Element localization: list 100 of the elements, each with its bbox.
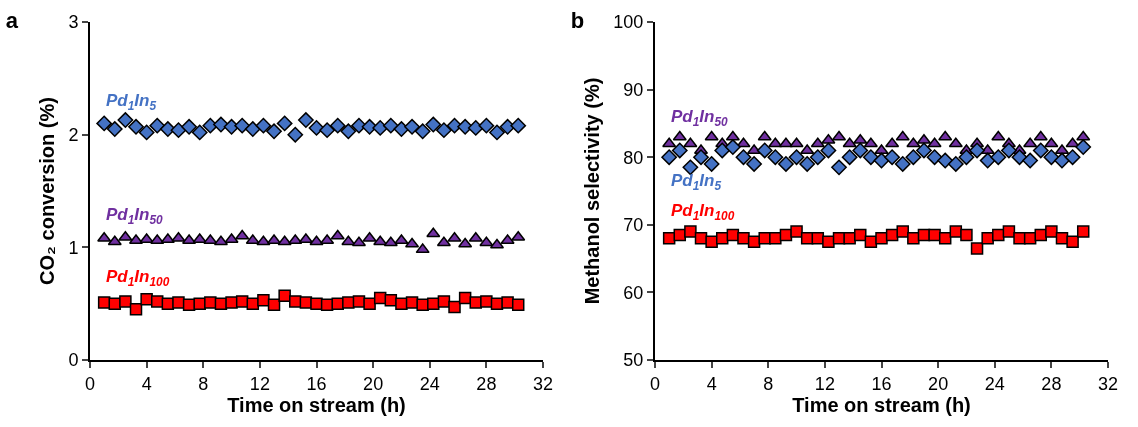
y-tick-label: 3 xyxy=(68,12,79,33)
point xyxy=(916,142,932,159)
point xyxy=(225,296,238,309)
point xyxy=(234,117,251,134)
point xyxy=(255,117,272,134)
x-tick-label: 20 xyxy=(363,373,384,394)
point xyxy=(425,116,442,133)
y-tick-label: 90 xyxy=(623,79,644,100)
point xyxy=(245,234,260,245)
point xyxy=(414,123,431,140)
point xyxy=(510,117,527,134)
point xyxy=(191,124,208,141)
point xyxy=(661,149,678,166)
point xyxy=(480,295,493,308)
point xyxy=(684,225,697,238)
x-axis-title: Time on stream (h) xyxy=(227,393,406,416)
point xyxy=(895,130,910,141)
point xyxy=(478,117,495,134)
x-tick-label: 16 xyxy=(306,373,327,394)
point xyxy=(129,303,143,316)
x-tick-label: 12 xyxy=(249,373,270,394)
series-label: Pd$_{1}$In$_{50}$ xyxy=(671,107,729,129)
point xyxy=(467,120,484,136)
point xyxy=(725,130,740,141)
point xyxy=(683,137,698,148)
point xyxy=(735,149,752,166)
point xyxy=(820,142,837,159)
point xyxy=(97,296,111,309)
point xyxy=(149,117,166,134)
point xyxy=(320,234,335,245)
point xyxy=(235,229,250,240)
point xyxy=(479,236,494,247)
x-tick-label: 0 xyxy=(84,373,96,394)
x-tick-label: 4 xyxy=(141,373,152,394)
point xyxy=(1064,149,1081,166)
point xyxy=(894,156,911,172)
point xyxy=(159,121,176,137)
point xyxy=(96,115,113,132)
x-tick-label: 32 xyxy=(1097,373,1119,394)
x-tick-label: 28 xyxy=(1041,373,1062,394)
point xyxy=(1001,142,1017,159)
point xyxy=(905,149,922,166)
point xyxy=(970,242,984,255)
point xyxy=(415,243,430,254)
y-tick-label: 60 xyxy=(623,282,644,303)
point xyxy=(489,124,505,141)
y-tick-label: 50 xyxy=(623,350,644,371)
point xyxy=(928,228,941,242)
point xyxy=(342,296,355,309)
point xyxy=(947,156,964,172)
point xyxy=(979,152,996,169)
x-tick-label: 8 xyxy=(198,373,209,394)
series-label: Pd$_{1}$In$_{100}$ xyxy=(671,201,735,223)
point xyxy=(427,297,440,310)
point xyxy=(991,130,1006,141)
point xyxy=(672,130,687,141)
point xyxy=(119,295,132,308)
x-axis-title: Time on stream (h) xyxy=(792,393,971,416)
point xyxy=(822,235,835,248)
point xyxy=(981,232,994,245)
point xyxy=(330,229,345,240)
point xyxy=(277,235,292,246)
point xyxy=(287,126,304,143)
point xyxy=(831,159,847,176)
x-tick-label: 0 xyxy=(649,373,661,394)
point xyxy=(329,117,346,134)
point xyxy=(758,232,771,245)
point xyxy=(693,149,709,166)
point xyxy=(404,118,420,135)
point xyxy=(705,235,718,248)
point xyxy=(948,137,963,148)
point xyxy=(244,121,261,137)
point xyxy=(394,234,409,245)
point xyxy=(437,295,451,308)
chart-title: a xyxy=(5,8,19,34)
point xyxy=(500,234,515,245)
point xyxy=(1033,130,1048,141)
point xyxy=(907,232,920,245)
point xyxy=(927,137,942,148)
point xyxy=(1022,152,1039,169)
point xyxy=(266,123,282,140)
point xyxy=(1043,149,1060,166)
point xyxy=(1066,235,1079,248)
point xyxy=(862,149,879,166)
point xyxy=(704,130,719,141)
point xyxy=(799,156,816,172)
point xyxy=(448,300,461,314)
x-tick-label: 28 xyxy=(476,373,497,394)
point xyxy=(958,149,975,166)
point xyxy=(107,235,122,246)
y-tick-label: 2 xyxy=(68,124,79,145)
point xyxy=(1023,232,1037,245)
x-tick-label: 16 xyxy=(871,373,892,394)
point xyxy=(1076,130,1091,141)
point xyxy=(810,137,825,148)
y-tick-label: 0 xyxy=(68,350,79,371)
point xyxy=(297,112,314,128)
point xyxy=(990,149,1007,166)
point xyxy=(949,225,963,238)
point xyxy=(383,236,398,247)
